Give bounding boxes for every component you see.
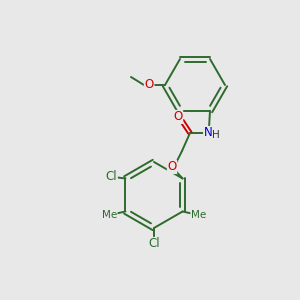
Text: Cl: Cl	[148, 238, 160, 250]
Text: O: O	[167, 160, 177, 173]
Text: O: O	[144, 79, 154, 92]
Text: O: O	[173, 110, 183, 124]
Text: Me: Me	[191, 211, 206, 220]
Text: Cl: Cl	[106, 170, 117, 183]
Text: N: N	[204, 127, 212, 140]
Text: H: H	[212, 130, 220, 140]
Text: Me: Me	[102, 211, 117, 220]
